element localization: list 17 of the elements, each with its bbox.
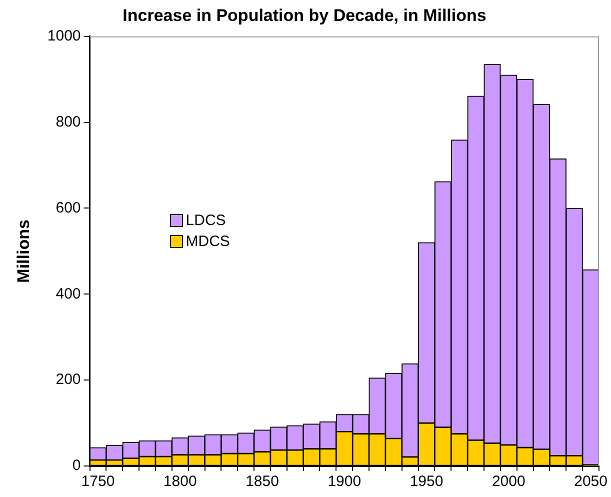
y-axis-title: Millions: [14, 220, 33, 283]
y-tick-label: 200: [56, 371, 81, 388]
chart-title: Increase in Population by Decade, in Millions: [122, 6, 486, 25]
x-tick-label: 1850: [246, 473, 279, 490]
legend-label: LDCS: [186, 212, 226, 230]
x-tick-label: 2000: [492, 473, 526, 490]
legend-label: MDCS: [186, 233, 230, 250]
x-tick-label: 2050: [574, 473, 608, 490]
x-tick-label: 1950: [410, 473, 444, 490]
y-tick-label: 400: [56, 285, 81, 302]
x-tick-label: 1800: [163, 473, 197, 490]
x-tick-label: 1750: [81, 473, 115, 490]
x-tick-label: 1900: [328, 473, 362, 490]
y-tick-label: 600: [56, 199, 81, 216]
y-tick-label: 0: [72, 457, 81, 474]
y-tick-label: 800: [56, 113, 81, 130]
y-tick-label: 1000: [47, 28, 81, 45]
